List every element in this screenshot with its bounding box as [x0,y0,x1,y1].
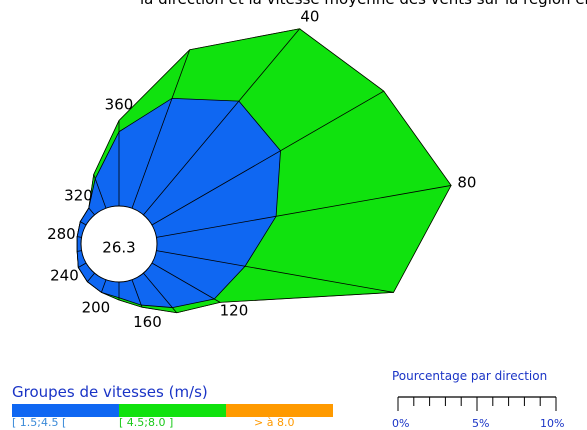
direction-label-240: 240 [50,267,79,285]
top-caption: la direction et la vitesse moyenne des v… [140,0,587,8]
rose-spoke-60 [151,90,384,226]
rose-spoke-200 [101,279,107,293]
legend-title: Groupes de vitesses (m/s) [12,383,208,401]
direction-label-360: 360 [105,96,134,114]
direction-label-40: 40 [300,7,319,25]
legend-label-mid: [ 4.5;8.0 ] [119,416,174,429]
legend-swatch-high [226,404,333,417]
legend-label-high: > à 8.0 [254,416,295,429]
direction-label-320: 320 [64,187,93,205]
legend-swatch-low [12,404,119,417]
direction-label-80: 80 [457,174,476,192]
rose-spoke-40 [143,28,300,216]
direction-label-200: 200 [82,298,111,316]
direction-label-160: 160 [133,313,162,331]
rose-spoke-100 [156,250,394,293]
rose-spoke-140 [143,272,177,314]
scale-title: Pourcentage par direction [392,369,548,383]
calm-percentage-label: 26.3 [102,239,135,257]
rose-spokes [76,28,452,314]
rose-sectors [76,28,452,314]
direction-label-120: 120 [220,301,249,319]
rose-spoke-80 [156,185,452,238]
scale-tick-label-5: 5% [472,417,490,430]
center-circle [80,205,158,283]
rose-outline-2 [76,28,452,314]
rose-spoke-320 [88,207,95,216]
rose-spoke-260 [77,250,82,252]
scale-tick-label-10: 10% [540,417,565,430]
rose-spoke-240 [78,262,87,268]
rose-spoke-220 [87,272,95,282]
scale-tick-label-0: 0% [392,417,410,430]
direction-label-280: 280 [47,225,76,243]
rose-spoke-160 [131,279,143,308]
rose-spoke-340 [93,174,107,209]
rose-spoke-300 [80,221,87,226]
legend-swatch-mid [119,404,226,417]
top-caption-strip: la direction et la vitesse moyenne des v… [0,0,587,18]
rose-spoke-280 [77,236,82,238]
rose-spoke-20 [131,49,191,209]
rose-spoke-120 [151,262,221,303]
legend-label-low: [ 1.5;4.5 [ [12,416,67,429]
